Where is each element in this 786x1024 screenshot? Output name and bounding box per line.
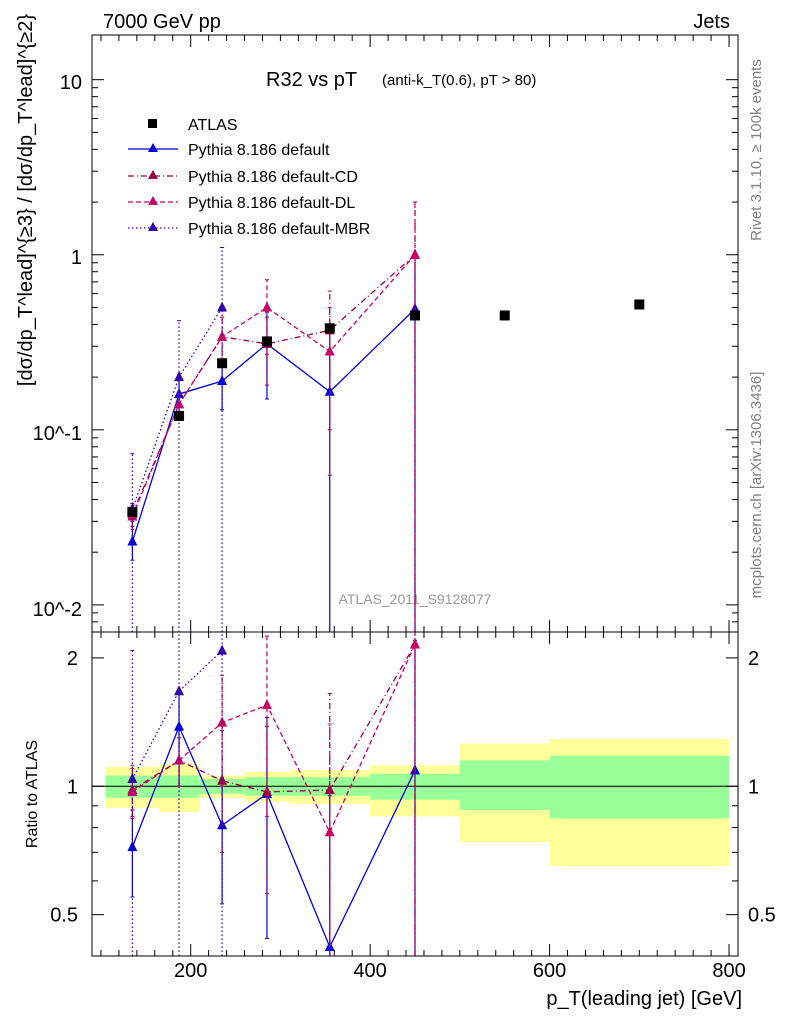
title-main: R32 vs pT: [266, 69, 357, 91]
x-tick-label: 600: [533, 960, 566, 982]
legend: ATLAS Pythia 8.186 default Pythia 8.186 …: [128, 117, 370, 238]
x-tick-label: 400: [353, 960, 386, 982]
ratio-ylabel: Ratio to ATLAS: [24, 740, 41, 848]
bottom-axis-ticks: 0.5 0.5 1 1 2 2 200 400 600 800: [50, 632, 776, 982]
top-axis-ticks: [92, 35, 738, 633]
ratio-ytick-label: 0.5: [50, 905, 78, 927]
top-ytick-label: 10^-1: [33, 423, 82, 445]
series-line: [131, 650, 223, 780]
header-left: 7000 GeV pp: [103, 11, 221, 33]
top-series-layer: [127, 201, 645, 632]
series-marker: [174, 720, 185, 731]
x-tick-label: 800: [712, 960, 745, 982]
legend-marker-triangle: [148, 170, 158, 179]
series-marker: [324, 345, 335, 356]
series-line: [131, 308, 416, 542]
data-point: [410, 310, 420, 321]
top-ylabel: [dσ/dp_T^lead]^{≥3} / [dσ/dp_T^lead]^{≥2…: [15, 14, 37, 387]
data-point: [217, 358, 228, 369]
legend-entry-default: Pythia 8.186 default: [128, 142, 330, 159]
series-marker: [261, 301, 272, 312]
legend-marker-triangle: [148, 196, 158, 205]
series-marker: [174, 371, 185, 382]
series-line: [132, 644, 416, 834]
series-marker: [261, 699, 272, 710]
legend-entry-dl: Pythia 8.186 default-DL: [128, 195, 355, 212]
bottom-panel-frame: [91, 631, 739, 957]
series-marker: [127, 773, 138, 784]
series-marker: [217, 716, 228, 727]
band-inner: [549, 755, 730, 819]
x-axis-label: p_T(leading jet) [GeV]: [546, 988, 742, 1010]
data-point: [499, 310, 510, 321]
ratio-ytick-label: 2: [67, 648, 78, 670]
chart-title: R32 vs pT (anti-k_T(0.6), pT > 80): [266, 69, 536, 91]
series-marker: [127, 841, 138, 852]
series-line: [131, 254, 416, 515]
data-point: [261, 336, 272, 347]
series-marker: [217, 301, 228, 312]
series-marker: [127, 535, 138, 546]
series-line: [132, 644, 416, 793]
series-marker: [174, 685, 185, 696]
bottom-series-layer: [127, 632, 420, 956]
legend-entry-cd: Pythia 8.186 default-CD: [128, 169, 358, 186]
data-point: [174, 410, 185, 421]
legend-marker-triangle: [148, 222, 158, 231]
top-ytick-label: 10: [60, 72, 82, 94]
series-marker: [324, 784, 335, 795]
top-ytick-label: 10^-2: [33, 599, 82, 621]
legend-entry-atlas: ATLAS: [148, 117, 238, 134]
top-ytick-label: 1: [71, 247, 82, 269]
side-label-rivet: Rivet 3.1.10, ≥ 100k events: [748, 59, 765, 241]
legend-label: Pythia 8.186 default-DL: [188, 195, 355, 212]
legend-entry-mbr: Pythia 8.186 default-MBR: [128, 221, 370, 238]
ratio-ytick-label: 1: [748, 776, 759, 798]
band-inner: [459, 760, 550, 810]
series-line: [131, 254, 416, 517]
series-line: [131, 724, 416, 949]
series-marker: [410, 248, 420, 259]
header-right: Jets: [693, 11, 730, 33]
series-marker: [174, 388, 185, 399]
ratio-uncertainty-bands: [105, 739, 730, 867]
series-marker: [217, 375, 228, 386]
top-ytick-labels: 10^-2 10^-1 1 10: [33, 72, 82, 621]
side-label-mcplots: mcplots.cern.ch [arXiv:1306.3436]: [748, 372, 765, 599]
top-series-atlas: [127, 299, 645, 517]
legend-label: Pythia 8.186 default: [188, 142, 330, 159]
ratio-ytick-label: 2: [748, 648, 759, 670]
title-sub: (anti-k_T(0.6), pT > 80): [382, 72, 536, 89]
legend-label: Pythia 8.186 default-CD: [188, 169, 358, 186]
data-point: [634, 299, 645, 310]
data-point: [127, 506, 138, 517]
ratio-series-pythia-8-186-default-mbr: [127, 632, 228, 956]
ratio-ytick-label: 0.5: [748, 905, 776, 927]
ratio-ytick-label: 1: [67, 776, 78, 798]
legend-label: ATLAS: [188, 117, 238, 134]
x-tick-label: 200: [174, 960, 207, 982]
series-marker: [410, 638, 420, 649]
legend-marker-square: [148, 119, 157, 128]
series-marker: [324, 826, 335, 837]
legend-label: Pythia 8.186 default-MBR: [188, 221, 370, 238]
legend-marker-triangle: [148, 143, 158, 152]
top-series-pythia-8-186-default-mbr: [127, 247, 228, 632]
data-point: [324, 323, 335, 334]
top-series-pythia-8-186-default: [127, 255, 420, 632]
series-marker: [217, 644, 228, 655]
